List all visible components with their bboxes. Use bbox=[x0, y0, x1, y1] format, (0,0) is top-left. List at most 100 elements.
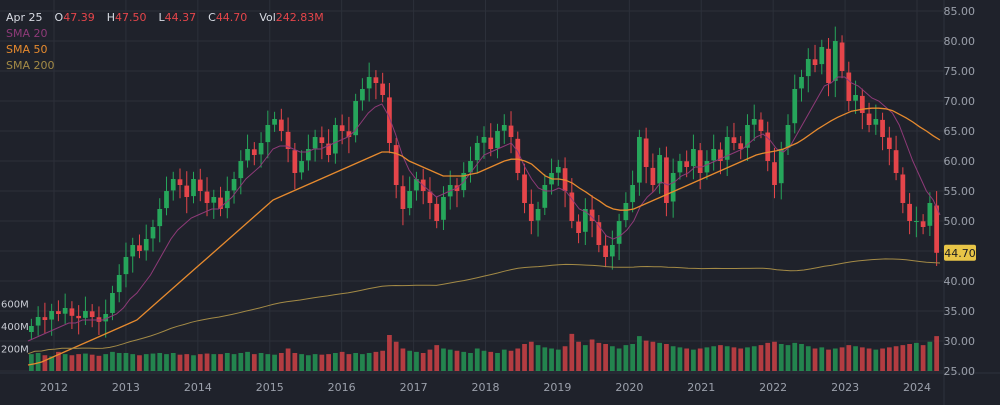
volume-bar bbox=[251, 354, 257, 371]
volume-bar bbox=[218, 354, 223, 371]
volume-bar bbox=[792, 342, 798, 371]
volume-bar bbox=[893, 346, 899, 371]
candle-body bbox=[758, 119, 764, 131]
volume-tick-label: 200M bbox=[1, 345, 29, 356]
volume-bar bbox=[657, 342, 663, 371]
volume-bar bbox=[447, 349, 453, 371]
candle-body bbox=[393, 145, 399, 185]
volume-bar bbox=[745, 347, 750, 371]
price-tick-label: 85.00 bbox=[944, 5, 976, 18]
volume-bar bbox=[360, 354, 365, 371]
volume-bar bbox=[616, 348, 622, 371]
candle-body bbox=[49, 311, 55, 320]
volume-bar bbox=[245, 351, 250, 371]
volume-bar bbox=[812, 348, 818, 371]
volume-bar bbox=[677, 347, 683, 371]
volume-bar bbox=[562, 346, 568, 371]
candle-body bbox=[616, 221, 622, 244]
candle-body bbox=[272, 119, 277, 125]
candle-body bbox=[157, 209, 163, 227]
volume-bar bbox=[609, 346, 615, 371]
volume-bar bbox=[407, 350, 413, 371]
candle-body bbox=[164, 191, 169, 209]
candle-body bbox=[474, 143, 480, 161]
volume-bar bbox=[785, 345, 791, 371]
candle-body bbox=[353, 101, 359, 136]
candle-body bbox=[123, 257, 129, 275]
legend-date: Apr 25 bbox=[6, 11, 43, 24]
candle-body bbox=[346, 131, 352, 137]
candle-body bbox=[913, 221, 919, 222]
high-value: 47.50 bbox=[114, 11, 147, 24]
volume-bar bbox=[177, 354, 183, 371]
candle-body bbox=[366, 77, 372, 89]
price-tick-label: 30.00 bbox=[944, 335, 976, 348]
volume-bar bbox=[535, 345, 541, 371]
candle-body bbox=[839, 42, 845, 71]
candle-body bbox=[265, 125, 271, 143]
volume-bar bbox=[35, 353, 41, 371]
time-tick-label: 2020 bbox=[615, 381, 643, 394]
candle-body bbox=[670, 173, 676, 202]
candle-body bbox=[731, 137, 737, 143]
time-tick-label: 2024 bbox=[903, 381, 931, 394]
candle-body bbox=[920, 221, 926, 227]
candle-body bbox=[873, 119, 879, 125]
open-label: O bbox=[54, 11, 64, 24]
candle-body bbox=[305, 149, 311, 161]
volume-bar bbox=[123, 353, 129, 371]
volume-bar bbox=[549, 348, 554, 371]
candle-body bbox=[704, 161, 710, 173]
candle-body bbox=[859, 95, 865, 113]
volume-bar bbox=[76, 354, 82, 371]
legend-sma20: SMA 20 bbox=[6, 27, 48, 40]
candle-body bbox=[468, 161, 473, 173]
volume-bar bbox=[758, 345, 764, 371]
volume-bar bbox=[326, 354, 331, 371]
ohlc-row: Apr 25 O47.39 H47.50 L44.37 C44.70 Vol24… bbox=[6, 10, 324, 25]
candle-body bbox=[238, 161, 244, 179]
candle-body bbox=[407, 191, 413, 209]
volume-bar bbox=[164, 354, 169, 371]
volume-bar bbox=[393, 341, 399, 371]
candle-body bbox=[211, 197, 217, 203]
volume-bar bbox=[697, 348, 703, 371]
candle-body bbox=[319, 137, 325, 143]
candle-body bbox=[792, 89, 798, 124]
candle-body bbox=[609, 245, 615, 257]
volume-bar bbox=[765, 342, 771, 371]
candle-body bbox=[197, 179, 203, 191]
volume-bar bbox=[170, 353, 176, 371]
volume-bar bbox=[346, 354, 352, 371]
candle-body bbox=[481, 137, 487, 143]
volume-bar bbox=[96, 355, 102, 371]
volume-tick-label: 600M bbox=[1, 300, 29, 311]
volume-bar bbox=[596, 342, 602, 371]
volume-bar bbox=[603, 344, 608, 371]
volume-bar bbox=[495, 353, 500, 371]
volume-bar bbox=[278, 353, 284, 371]
low-value: 44.37 bbox=[164, 11, 197, 24]
candle-body bbox=[373, 77, 379, 83]
volume-bar bbox=[258, 353, 264, 371]
volume-bar bbox=[434, 345, 440, 371]
candle-body bbox=[711, 149, 717, 161]
candle-body bbox=[278, 119, 284, 131]
candle-body bbox=[42, 317, 48, 320]
candle-body bbox=[886, 137, 892, 149]
candle-body bbox=[441, 197, 446, 220]
volume-bar bbox=[380, 350, 386, 371]
candle-body bbox=[880, 119, 885, 137]
volume-bar bbox=[738, 348, 744, 371]
candle-body bbox=[218, 197, 223, 209]
volume-axis: 600M 400M 200M bbox=[1, 300, 29, 356]
volume-bar bbox=[542, 347, 548, 371]
candle-body bbox=[83, 311, 88, 318]
candle-body bbox=[778, 149, 784, 184]
candle-body bbox=[62, 308, 68, 314]
volume-bar bbox=[272, 354, 277, 371]
candle-body bbox=[934, 205, 939, 253]
volume-bar bbox=[623, 345, 629, 371]
